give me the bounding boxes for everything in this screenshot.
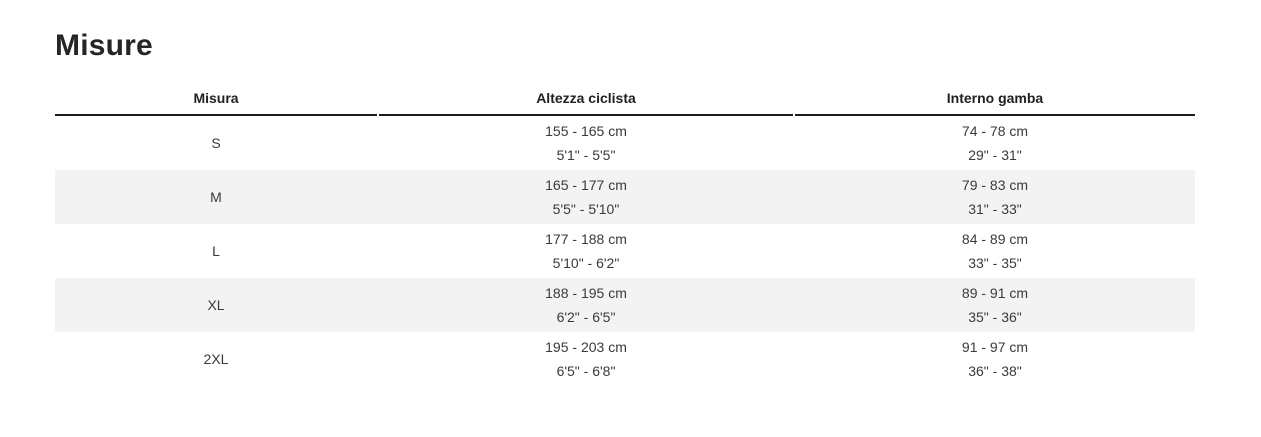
size-value: M bbox=[210, 189, 222, 205]
inseam-cell: 91 - 97 cm 36" - 38" bbox=[795, 332, 1195, 386]
table-row-l: L 177 - 188 cm 5'10" - 6'2" 84 - 89 cm 3… bbox=[55, 224, 1195, 278]
inseam-metric: 91 - 97 cm bbox=[961, 339, 1029, 355]
column-header-misura: Misura bbox=[55, 86, 377, 116]
rider-height-cell: 165 - 177 cm 5'5" - 5'10" bbox=[379, 170, 793, 224]
inseam-cell: 74 - 78 cm 29" - 31" bbox=[795, 116, 1195, 170]
inseam-metric: 89 - 91 cm bbox=[961, 285, 1029, 301]
inseam-imperial: 33" - 35" bbox=[968, 255, 1022, 271]
height-metric: 177 - 188 cm bbox=[545, 231, 627, 247]
size-value: XL bbox=[207, 297, 225, 313]
size-label: L bbox=[55, 224, 377, 278]
size-table: Misura Altezza ciclista Interno gamba S … bbox=[55, 86, 1195, 386]
inseam-metric: 84 - 89 cm bbox=[961, 231, 1029, 247]
size-table-header: Misura Altezza ciclista Interno gamba bbox=[55, 86, 1195, 116]
size-table-body: S 155 - 165 cm 5'1" - 5'5" 74 - 78 cm 29… bbox=[55, 116, 1195, 386]
inseam-cell: 84 - 89 cm 33" - 35" bbox=[795, 224, 1195, 278]
table-row-xl: XL 188 - 195 cm 6'2" - 6'5" 89 - 91 cm 3… bbox=[55, 278, 1195, 332]
inseam-metric: 74 - 78 cm bbox=[961, 123, 1029, 139]
inseam-metric: 79 - 83 cm bbox=[961, 177, 1029, 193]
inseam-cell: 79 - 83 cm 31" - 33" bbox=[795, 170, 1195, 224]
height-metric: 195 - 203 cm bbox=[545, 339, 627, 355]
page-title: Misure bbox=[55, 29, 153, 62]
size-label: XL bbox=[55, 278, 377, 332]
size-value: L bbox=[212, 243, 220, 259]
column-header-altezza-ciclista: Altezza ciclista bbox=[379, 86, 793, 116]
inseam-imperial: 35" - 36" bbox=[968, 309, 1022, 325]
size-label: 2XL bbox=[55, 332, 377, 386]
size-label: M bbox=[55, 170, 377, 224]
height-imperial: 5'10" - 6'2" bbox=[552, 255, 620, 271]
rider-height-cell: 155 - 165 cm 5'1" - 5'5" bbox=[379, 116, 793, 170]
height-metric: 188 - 195 cm bbox=[545, 285, 627, 301]
height-metric: 165 - 177 cm bbox=[545, 177, 627, 193]
table-row-s: S 155 - 165 cm 5'1" - 5'5" 74 - 78 cm 29… bbox=[55, 116, 1195, 170]
table-row-m: M 165 - 177 cm 5'5" - 5'10" 79 - 83 cm 3… bbox=[55, 170, 1195, 224]
size-value: S bbox=[211, 135, 221, 151]
height-imperial: 5'1" - 5'5" bbox=[556, 147, 616, 163]
column-header-interno-gamba: Interno gamba bbox=[795, 86, 1195, 116]
size-label: S bbox=[55, 116, 377, 170]
rider-height-cell: 177 - 188 cm 5'10" - 6'2" bbox=[379, 224, 793, 278]
table-row-2xl: 2XL 195 - 203 cm 6'5" - 6'8" 91 - 97 cm … bbox=[55, 332, 1195, 386]
height-imperial: 5'5" - 5'10" bbox=[552, 201, 620, 217]
inseam-imperial: 29" - 31" bbox=[968, 147, 1022, 163]
size-chart-section: Misure Misura Altezza ciclista Interno g… bbox=[55, 29, 1195, 386]
rider-height-cell: 195 - 203 cm 6'5" - 6'8" bbox=[379, 332, 793, 386]
inseam-imperial: 31" - 33" bbox=[968, 201, 1022, 217]
rider-height-cell: 188 - 195 cm 6'2" - 6'5" bbox=[379, 278, 793, 332]
height-metric: 155 - 165 cm bbox=[545, 123, 627, 139]
height-imperial: 6'5" - 6'8" bbox=[556, 363, 616, 379]
size-value: 2XL bbox=[203, 351, 229, 367]
inseam-cell: 89 - 91 cm 35" - 36" bbox=[795, 278, 1195, 332]
inseam-imperial: 36" - 38" bbox=[968, 363, 1022, 379]
header-row: Misura Altezza ciclista Interno gamba bbox=[55, 86, 1195, 116]
height-imperial: 6'2" - 6'5" bbox=[556, 309, 616, 325]
